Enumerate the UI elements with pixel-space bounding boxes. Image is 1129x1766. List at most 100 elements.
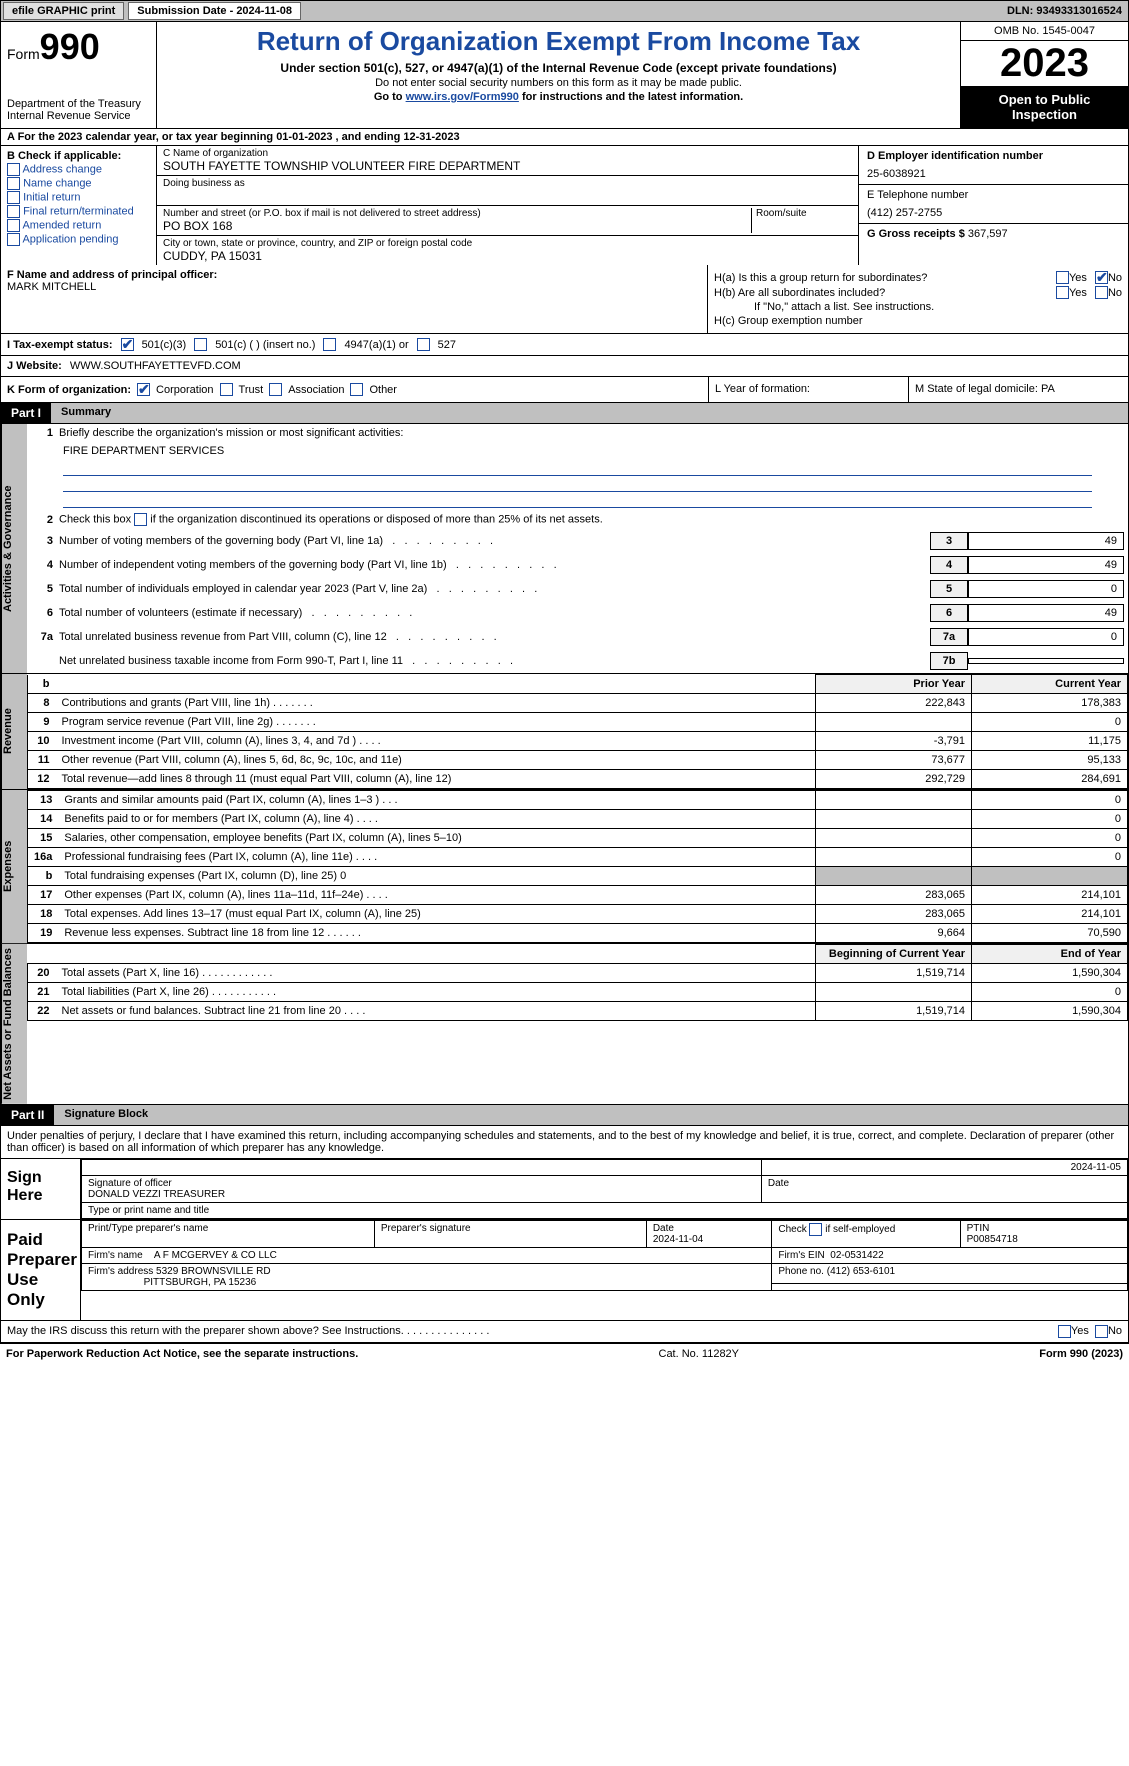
- gov-line: 3Number of voting members of the governi…: [27, 529, 1128, 553]
- page-footer: For Paperwork Reduction Act Notice, see …: [0, 1343, 1129, 1364]
- dln: DLN: 93493313016524: [1007, 5, 1122, 17]
- ha-label: H(a) Is this a group return for subordin…: [714, 272, 1056, 284]
- tel-value: (412) 257-2755: [867, 207, 1120, 219]
- m-state: M State of legal domicile: PA: [908, 377, 1128, 402]
- firm-addr1: 5329 BROWNSVILLE RD: [156, 1266, 271, 1277]
- perjury-declaration: Under penalties of perjury, I declare th…: [0, 1126, 1129, 1159]
- col-boy: Beginning of Current Year: [816, 945, 972, 964]
- summary-expenses: Expenses 13Grants and similar amounts pa…: [0, 790, 1129, 944]
- ha-yes[interactable]: [1056, 271, 1069, 284]
- line1-label: Briefly describe the organization's miss…: [59, 427, 1124, 439]
- form-number: 990: [40, 26, 100, 67]
- part1-title: Summary: [51, 403, 1128, 423]
- form-title: Return of Organization Exempt From Incom…: [161, 26, 956, 57]
- firm-phone: (412) 653-6101: [827, 1266, 895, 1277]
- summary-governance: Activities & Governance 1Briefly describ…: [0, 424, 1129, 674]
- tel-label: E Telephone number: [867, 189, 1120, 201]
- col-eoy: End of Year: [972, 945, 1128, 964]
- sign-here-label: Sign Here: [1, 1159, 81, 1219]
- website-label: J Website:: [7, 360, 62, 372]
- col-prior-year: Prior Year: [816, 675, 972, 694]
- firm-ein: 02-0531422: [830, 1250, 883, 1261]
- ck-501c3[interactable]: [121, 338, 134, 351]
- open-inspection: Open to Public Inspection: [961, 86, 1128, 128]
- summary-netassets: Net Assets or Fund Balances Beginning of…: [0, 944, 1129, 1105]
- efile-print-button[interactable]: efile GRAPHIC print: [3, 2, 124, 20]
- check-name: Name change: [7, 177, 150, 190]
- table-row: 10Investment income (Part VIII, column (…: [28, 732, 1128, 751]
- website-row: J Website: WWW.SOUTHFAYETTEVFD.COM: [0, 356, 1129, 377]
- col-current-year: Current Year: [972, 675, 1128, 694]
- form-header: Form990 Department of the Treasury Inter…: [0, 22, 1129, 129]
- vtab-governance: Activities & Governance: [1, 424, 27, 673]
- ck-4947[interactable]: [323, 338, 336, 351]
- table-row: 11Other revenue (Part VIII, column (A), …: [28, 751, 1128, 770]
- ha-no[interactable]: [1095, 271, 1108, 284]
- ck-501c[interactable]: [194, 338, 207, 351]
- check-amended: Amended return: [7, 219, 150, 232]
- hb-note: If "No," attach a list. See instructions…: [714, 301, 1122, 313]
- check-address: Address change: [7, 163, 150, 176]
- form-subtitle-1: Under section 501(c), 527, or 4947(a)(1)…: [161, 61, 956, 75]
- dba-label: Doing business as: [163, 178, 852, 189]
- firm-addr2: PITTSBURGH, PA 15236: [144, 1277, 257, 1288]
- hb-label: H(b) Are all subordinates included?: [714, 287, 1056, 299]
- submission-date: Submission Date - 2024-11-08: [128, 2, 301, 20]
- ck-assoc[interactable]: [269, 383, 282, 396]
- ck-527[interactable]: [417, 338, 430, 351]
- paid-preparer-block: Paid Preparer Use Only Print/Type prepar…: [0, 1220, 1129, 1321]
- prep-sig-label: Preparer's signature: [374, 1220, 646, 1247]
- table-row: 9Program service revenue (Part VIII, lin…: [28, 713, 1128, 732]
- self-employed: Check if self-employed: [772, 1220, 960, 1247]
- ck-self-emp[interactable]: [809, 1223, 822, 1236]
- ein-label: D Employer identification number: [867, 150, 1120, 162]
- table-row: 21Total liabilities (Part X, line 26) . …: [28, 983, 1128, 1002]
- k-label: K Form of organization:: [7, 384, 131, 396]
- paid-preparer-label: Paid Preparer Use Only: [1, 1220, 81, 1320]
- vtab-netassets: Net Assets or Fund Balances: [1, 944, 27, 1104]
- discuss-label: May the IRS discuss this return with the…: [7, 1325, 1058, 1337]
- discuss-yes[interactable]: [1058, 1325, 1071, 1338]
- row-klm: K Form of organization: Corporation Trus…: [0, 377, 1129, 403]
- tax-label: I Tax-exempt status:: [7, 339, 113, 351]
- date-label: Date: [768, 1178, 1121, 1189]
- gov-line: 4Number of independent voting members of…: [27, 553, 1128, 577]
- hb-no[interactable]: [1095, 286, 1108, 299]
- street-label: Number and street (or P.O. box if mail i…: [163, 208, 747, 219]
- summary-revenue: Revenue bPrior YearCurrent Year 8Contrib…: [0, 674, 1129, 790]
- hc-label: H(c) Group exemption number: [714, 315, 1122, 327]
- line1-value: FIRE DEPARTMENT SERVICES: [63, 445, 224, 457]
- ck-corp[interactable]: [137, 383, 150, 396]
- sig-type-label: Type or print name and title: [82, 1202, 1128, 1218]
- omb-number: OMB No. 1545-0047: [961, 22, 1128, 41]
- form-label: Form: [7, 46, 40, 62]
- section-bcd: B Check if applicable: Address change Na…: [0, 146, 1129, 265]
- gross-label: G Gross receipts $: [867, 228, 965, 240]
- prep-date: 2024-11-04: [653, 1234, 703, 1245]
- efile-topbar: efile GRAPHIC print Submission Date - 20…: [0, 0, 1129, 22]
- part2-header: Part II Signature Block: [0, 1105, 1129, 1126]
- table-row: 19Revenue less expenses. Subtract line 1…: [28, 924, 1128, 943]
- ck-other[interactable]: [350, 383, 363, 396]
- officer-label: F Name and address of principal officer:: [7, 269, 701, 281]
- tax-status-row: I Tax-exempt status: 501(c)(3) 501(c) ( …: [0, 334, 1129, 356]
- room-label: Room/suite: [756, 208, 852, 219]
- part1-tab: Part I: [1, 403, 51, 423]
- ck-trust[interactable]: [220, 383, 233, 396]
- irs-link[interactable]: www.irs.gov/Form990: [406, 91, 519, 103]
- table-row: 16aProfessional fundraising fees (Part I…: [28, 848, 1128, 867]
- check-pending: Application pending: [7, 233, 150, 246]
- hb-yes[interactable]: [1056, 286, 1069, 299]
- sig-date: 2024-11-05: [761, 1159, 1127, 1175]
- ptin-value: P00854718: [967, 1234, 1018, 1245]
- signature-block: Sign Here 2024-11-05 Signature of office…: [0, 1159, 1129, 1220]
- goto-pre: Go to: [374, 91, 406, 103]
- netassets-table: Beginning of Current YearEnd of Year 20T…: [27, 944, 1128, 1021]
- table-row: bTotal fundraising expenses (Part IX, co…: [28, 867, 1128, 886]
- discuss-row: May the IRS discuss this return with the…: [0, 1321, 1129, 1343]
- gov-line: 7aTotal unrelated business revenue from …: [27, 625, 1128, 649]
- discuss-no[interactable]: [1095, 1325, 1108, 1338]
- part2-tab: Part II: [1, 1105, 54, 1125]
- paperwork-notice: For Paperwork Reduction Act Notice, see …: [6, 1348, 358, 1360]
- ck-discontinued[interactable]: [134, 513, 147, 526]
